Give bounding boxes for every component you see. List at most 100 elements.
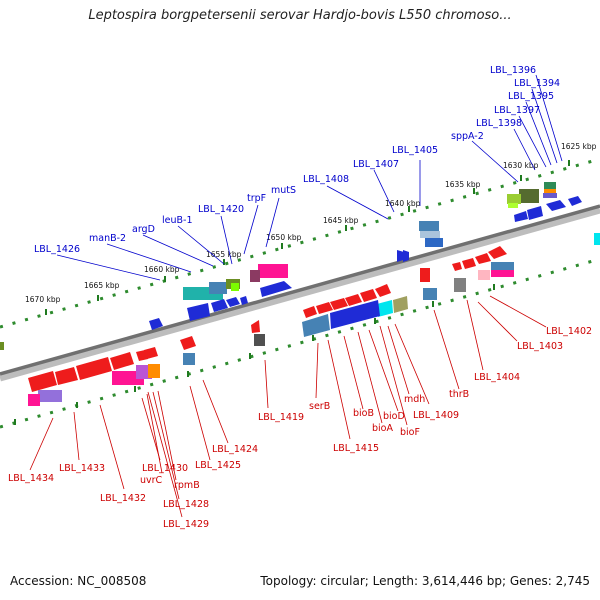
map-title: Leptospira borgpetersenii serovar Hardjo… xyxy=(88,8,512,23)
gene-block xyxy=(419,221,439,231)
gene-label: LBL_1419 xyxy=(258,412,304,423)
gene-label: bioB xyxy=(353,408,374,419)
reverse-genes xyxy=(28,246,514,406)
gene-arrow xyxy=(251,320,260,333)
leader-line xyxy=(73,411,80,461)
leader-line xyxy=(531,88,558,164)
gene-arrow xyxy=(377,300,393,317)
leader-line xyxy=(146,393,163,474)
gene-arrow xyxy=(149,318,163,330)
gene-block xyxy=(0,342,4,350)
gene-block xyxy=(454,278,466,292)
gene-label: LBL_1398 xyxy=(476,118,522,129)
tick-label: 1640 kbp xyxy=(385,199,421,208)
gene-arrow xyxy=(136,350,148,361)
gene-arrow xyxy=(488,246,507,259)
gene-label: manB-2 xyxy=(89,233,126,244)
leader-line xyxy=(525,101,552,166)
gene-arrow xyxy=(345,294,362,306)
gene-arrow xyxy=(28,371,57,392)
leader-line xyxy=(142,234,214,267)
gene-arrow xyxy=(527,206,543,220)
gene-label: LBL_1426 xyxy=(34,244,80,255)
gene-block xyxy=(543,193,557,198)
gene-block xyxy=(544,182,556,190)
gene-label: LBL_1402 xyxy=(546,326,592,337)
gene-arrow xyxy=(546,200,566,211)
leader-line xyxy=(56,254,161,281)
gene-arrow xyxy=(330,298,348,310)
leader-line xyxy=(147,391,183,518)
tick-label: 1655 kbp xyxy=(206,250,242,259)
gene-label: bioF xyxy=(400,427,420,438)
gene-arrow xyxy=(360,289,377,302)
leader-line xyxy=(152,391,180,500)
gene-label: LBL_1405 xyxy=(392,145,438,156)
gene-label: LBL_1429 xyxy=(163,519,209,530)
gene-arrow xyxy=(260,281,292,297)
leader-line xyxy=(357,331,383,424)
gene-label: LBL_1434 xyxy=(8,473,54,484)
leader-line xyxy=(387,325,410,395)
leader-line xyxy=(220,215,233,265)
gene-block xyxy=(478,270,490,280)
forward-labels: LBL_1396 LBL_1394 LBL_1395 LBL_1397 LBL_… xyxy=(34,65,560,255)
leader-line xyxy=(99,404,125,490)
gene-label: LBL_1395 xyxy=(508,91,554,102)
gene-label: LBL_1408 xyxy=(303,174,349,185)
leader-line xyxy=(379,325,408,426)
gene-arrow xyxy=(211,299,228,312)
gene-label: sppA-2 xyxy=(451,131,484,142)
leader-line xyxy=(471,140,519,183)
gene-block xyxy=(507,194,521,204)
leader-line xyxy=(466,299,484,371)
backbone-shadow xyxy=(0,206,600,382)
gene-label: LBL_1407 xyxy=(353,159,399,170)
gene-arrow xyxy=(240,296,248,305)
gene-block xyxy=(420,268,430,282)
gene-block xyxy=(594,233,600,245)
gene-label: LBL_1394 xyxy=(514,78,560,89)
gene-block xyxy=(209,282,227,294)
gene-block xyxy=(420,231,440,238)
leader-line xyxy=(535,74,563,162)
leader-line xyxy=(29,417,54,471)
gene-arrow xyxy=(144,347,158,359)
gene-arrow xyxy=(187,303,210,321)
gene-arrow xyxy=(452,262,462,271)
leader-line xyxy=(489,295,547,328)
gene-label: serB xyxy=(309,401,330,412)
gene-label: bioA xyxy=(372,423,393,434)
backbone xyxy=(0,204,600,376)
reverse-labels: LBL_1402 LBL_1403 LBL_1404 thrB LBL_1409… xyxy=(8,326,592,530)
gene-arrow xyxy=(302,314,330,337)
gene-label: LBL_1428 xyxy=(163,499,209,510)
gene-label: LBL_1432 xyxy=(100,493,146,504)
forward-genes xyxy=(0,182,600,350)
gene-arrow xyxy=(303,306,317,318)
gene-block xyxy=(38,390,62,402)
leader-line xyxy=(141,397,161,461)
leader-line xyxy=(433,309,460,390)
gene-arrow xyxy=(226,297,240,307)
gene-label: leuB-1 xyxy=(162,215,193,226)
leader-line xyxy=(177,225,225,265)
leader-line xyxy=(518,115,547,168)
gene-arrow xyxy=(76,357,112,380)
tick-label: 1660 kbp xyxy=(144,265,180,274)
gene-block xyxy=(231,283,239,291)
gene-block xyxy=(544,189,556,193)
leader-line xyxy=(265,197,280,248)
gene-block xyxy=(254,334,265,346)
gene-arrow xyxy=(55,367,78,385)
gene-label: LBL_1396 xyxy=(490,65,536,76)
gene-block xyxy=(258,264,288,278)
gene-arrow xyxy=(403,250,409,262)
tick-label: 1650 kbp xyxy=(266,233,302,242)
gene-arrow xyxy=(110,352,134,370)
gene-arrow xyxy=(180,336,196,350)
leader-line xyxy=(326,185,389,220)
gene-label: argD xyxy=(132,224,155,235)
gene-block xyxy=(28,394,40,406)
gene-label: LBL_1430 xyxy=(142,463,188,474)
